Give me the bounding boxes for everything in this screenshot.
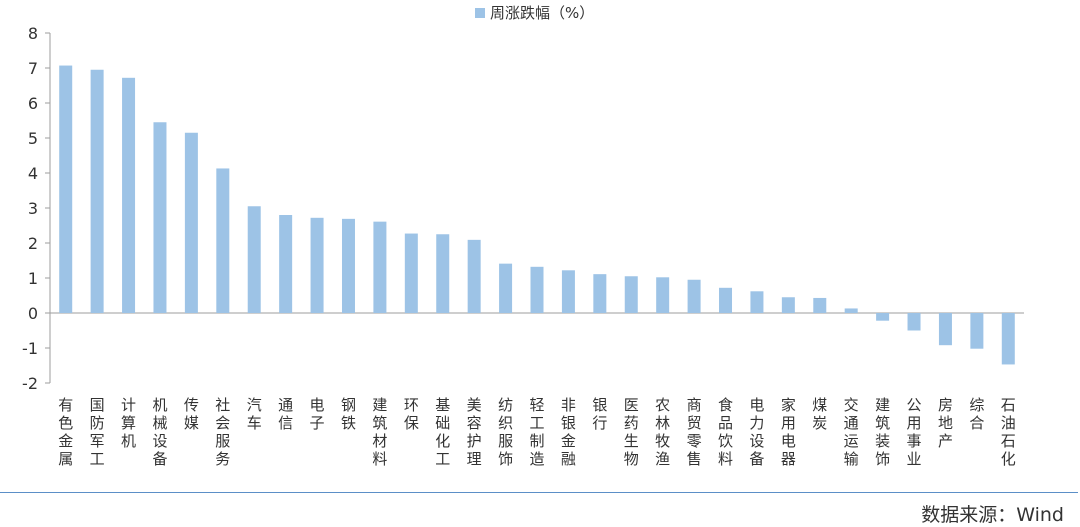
divider-line — [0, 492, 1078, 493]
category-label: 传媒 — [184, 396, 199, 432]
category-label: 有色金属 — [58, 396, 73, 468]
bar — [561, 270, 575, 313]
category-label: 煤炭 — [812, 396, 827, 432]
category-label: 交通运输 — [844, 396, 859, 468]
bar — [781, 297, 795, 313]
category-label: 通信 — [278, 396, 293, 432]
category-label: 医药生物 — [624, 396, 639, 468]
bar — [970, 313, 984, 349]
bar — [247, 206, 261, 313]
legend-label: 周涨跌幅（%） — [490, 4, 594, 22]
y-tick-label: 7 — [28, 59, 38, 78]
bar — [279, 215, 293, 313]
bar — [656, 277, 670, 313]
bar — [341, 218, 355, 313]
y-tick-label: 1 — [28, 269, 38, 288]
bar — [624, 276, 638, 313]
category-label: 汽车 — [247, 396, 262, 432]
category-label: 家用电器 — [781, 396, 796, 468]
bar — [310, 217, 324, 313]
category-label: 石油石化 — [1001, 396, 1016, 468]
y-tick-label: 4 — [28, 164, 38, 183]
bar — [687, 279, 701, 313]
y-tick-label: -1 — [22, 339, 38, 358]
y-tick-label: 3 — [28, 199, 38, 218]
y-tick-label: 8 — [28, 24, 38, 43]
bar — [530, 266, 544, 313]
bar — [750, 291, 764, 313]
category-label: 建筑装饰 — [875, 396, 890, 468]
bar-chart: 8 7 6 5 4 3 2 1 0 -1 -2 有色金属 国防军工 计算机 机械设备 传媒 社会服务 汽车通信电子… — [22, 4, 1024, 468]
category-label: 社会服务 — [215, 396, 230, 468]
category-label: 电子 — [310, 396, 325, 432]
category-label: 建筑材料 — [372, 396, 387, 468]
bar — [813, 297, 827, 313]
bar — [184, 132, 198, 313]
bar — [938, 313, 952, 346]
bar — [59, 65, 73, 313]
source-note: 数据来源：Wind — [921, 504, 1064, 526]
bar — [122, 77, 136, 313]
category-label: 公用事业 — [907, 396, 922, 468]
category-label: 纺织服饰 — [498, 396, 513, 468]
bar — [593, 274, 607, 313]
category-label: 国防军工 — [90, 396, 105, 468]
category-label: 房地产 — [938, 396, 953, 450]
bar — [153, 122, 167, 313]
category-label: 商贸零售 — [687, 396, 702, 468]
legend-swatch — [475, 8, 485, 18]
bar — [876, 313, 890, 321]
bar — [499, 263, 513, 313]
bar — [436, 234, 450, 313]
bar — [1001, 313, 1015, 365]
category-label: 电力设备 — [749, 396, 764, 468]
y-tick-label: 0 — [28, 304, 38, 323]
bar — [373, 221, 387, 313]
category-label: 食品饮料 — [718, 396, 733, 468]
bar — [90, 69, 104, 313]
y-tick-label: 5 — [28, 129, 38, 148]
category-label: 银行 — [592, 396, 607, 432]
bar — [467, 239, 481, 313]
y-tick-label: 2 — [28, 234, 38, 253]
category-label: 机械设备 — [152, 396, 167, 468]
bar — [844, 308, 858, 313]
category-label: 农林牧渔 — [655, 396, 670, 468]
y-tick-label: -2 — [22, 374, 38, 393]
category-label: 环保 — [404, 396, 419, 432]
category-label: 钢铁 — [341, 396, 356, 432]
bar — [216, 168, 230, 313]
category-label: 计算机 — [121, 396, 136, 450]
y-tick-label: 6 — [28, 94, 38, 113]
category-label: 综合 — [969, 396, 984, 432]
category-label: 基础化工 — [435, 396, 450, 468]
category-label: 美容护理 — [467, 396, 482, 468]
category-label: 非银金融 — [561, 396, 576, 468]
bar — [404, 233, 418, 313]
bar — [719, 287, 733, 313]
category-label: 轻工制造 — [529, 396, 544, 468]
bar — [907, 313, 921, 331]
